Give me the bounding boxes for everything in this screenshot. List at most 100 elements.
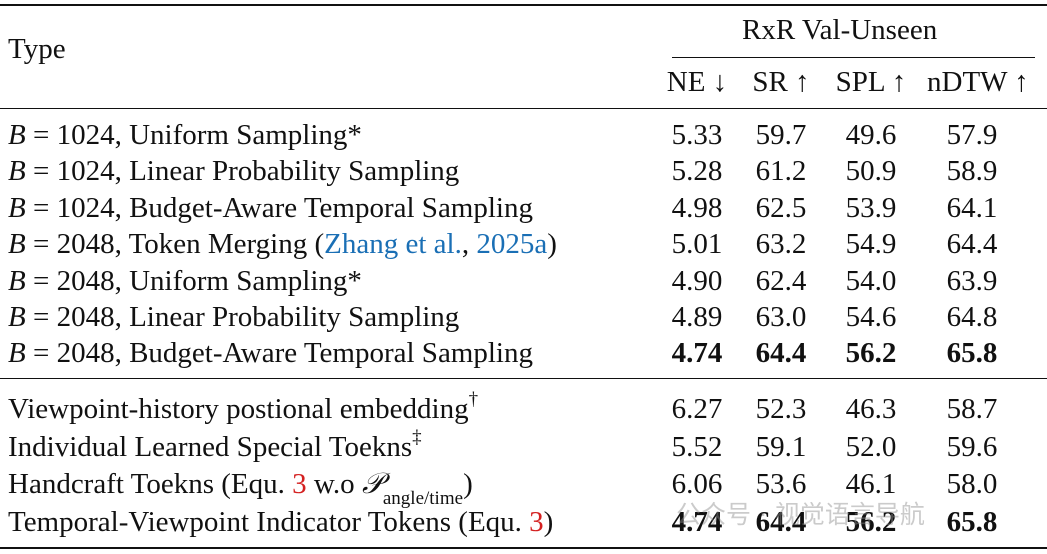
citation-year: 2025a	[476, 228, 548, 261]
footnote-mark: †	[468, 389, 479, 411]
budget-symbol: B	[8, 337, 26, 370]
budget-value: = 2048,	[25, 337, 130, 370]
cell-ndtw: 59.6	[946, 430, 998, 463]
budget-value: = 2048,	[25, 264, 130, 297]
citation-separator: ,	[461, 228, 477, 261]
cell-ndtw: 63.9	[946, 264, 998, 297]
cell-ne: 6.27	[671, 393, 723, 425]
cell-ndtw: 64.1	[946, 191, 998, 224]
method-name: Uniform Sampling*	[129, 264, 362, 297]
cell-sr: 59.1	[755, 430, 807, 463]
cell-ne: 6.06	[671, 468, 723, 500]
ablation-label: Viewpoint-history postional embedding†	[8, 389, 479, 427]
cell-ne: 4.98	[671, 191, 723, 224]
cell-spl: 49.6	[845, 119, 897, 151]
ablation-name: Viewpoint-history postional embedding	[8, 393, 469, 425]
cell-sr: 62.4	[755, 264, 807, 297]
ablation-label: Handcraft Toekns (Equ. 3 w.o 𝒫angle/time…	[8, 466, 473, 508]
cell-spl: 52.0	[845, 430, 897, 463]
cell-spl: 50.9	[845, 155, 897, 188]
cell-ndtw: 58.7	[946, 393, 998, 425]
cell-ne: 5.52	[671, 430, 723, 463]
cell-ne: 5.33	[671, 119, 723, 151]
method-name: Budget-Aware Temporal Sampling	[129, 191, 533, 224]
cell-ne: 5.01	[671, 228, 723, 261]
method-label: B = 2048, Token Merging (Zhang et al., 2…	[8, 226, 557, 262]
cell-ndtw: 57.9	[946, 119, 998, 151]
budget-value: = 1024,	[25, 119, 130, 151]
method-label: B = 1024, Linear Probability Sampling	[8, 153, 459, 189]
budget-value: = 2048,	[25, 301, 130, 333]
method-label: B = 2048, Linear Probability Sampling	[8, 299, 459, 335]
cell-sr: 59.7	[755, 119, 807, 151]
method-label: B = 2048, Uniform Sampling*	[8, 263, 362, 299]
budget-value: = 2048,	[25, 228, 129, 261]
method-name: Linear Probability Sampling	[129, 301, 460, 333]
cell-sr: 64.4	[755, 337, 807, 370]
cell-sr: 62.5	[755, 191, 807, 224]
cell-ne: 4.74	[671, 505, 723, 538]
cell-spl: 46.3	[845, 393, 897, 425]
watermark-text: 公众号 · 视觉语言导航	[676, 500, 925, 529]
budget-symbol: B	[8, 155, 26, 188]
cell-spl: 56.2	[845, 337, 897, 370]
close-paren: )	[463, 468, 473, 500]
cell-sr: 64.4	[755, 505, 807, 538]
cell-spl: 56.2	[845, 505, 897, 538]
footnote-mark: ‡	[412, 426, 422, 448]
ablation-name: Individual Learned Special Toekns	[8, 430, 413, 463]
method-label: B = 1024, Uniform Sampling*	[8, 117, 362, 153]
cell-ndtw: 65.8	[946, 505, 998, 538]
method-name: Uniform Sampling*	[129, 119, 362, 151]
budget-symbol: B	[8, 119, 26, 151]
cell-ndtw: 58.0	[946, 468, 998, 500]
col-header-ndtw: nDTW ↑	[927, 66, 1029, 98]
cell-ndtw: 64.4	[946, 228, 998, 261]
budget-symbol: B	[8, 191, 26, 224]
budget-value: = 1024,	[25, 155, 130, 188]
budget-symbol: B	[8, 264, 26, 297]
cell-spl: 53.9	[845, 191, 897, 224]
close-paren: )	[543, 505, 554, 538]
group-header: RxR Val-Unseen	[742, 14, 938, 46]
method-label: B = 2048, Budget-Aware Temporal Sampling	[8, 335, 533, 371]
cell-sr: 63.2	[755, 228, 807, 261]
header-rule	[0, 108, 1047, 109]
cell-spl: 54.9	[845, 228, 897, 261]
col-header-sr: SR ↑	[752, 66, 810, 98]
budget-symbol: B	[8, 301, 26, 333]
col-header-ne: NE ↓	[666, 66, 728, 98]
cell-sr: 63.0	[755, 301, 807, 333]
ablation-name: Handcraft Toekns (Equ.	[8, 468, 293, 500]
cell-ne: 4.90	[671, 264, 723, 297]
cell-sr: 61.2	[755, 155, 807, 188]
method-name: Linear Probability Sampling	[129, 155, 460, 188]
method-name: Token Merging (	[128, 228, 325, 261]
ablation-label: Temporal-Viewpoint Indicator Tokens (Equ…	[8, 504, 553, 540]
group-rule	[672, 57, 1035, 58]
top-rule	[0, 4, 1047, 6]
budget-value: = 1024,	[25, 191, 130, 224]
section-rule	[0, 378, 1047, 379]
col-header-spl: SPL ↑	[835, 66, 907, 98]
citation-close: )	[547, 228, 557, 261]
equation-ref: 3	[292, 468, 307, 500]
method-label: B = 1024, Budget-Aware Temporal Sampling	[8, 190, 533, 226]
cell-sr: 53.6	[755, 468, 807, 500]
p-symbol: 𝒫	[361, 468, 383, 500]
equation-ref: 3	[529, 505, 544, 538]
cell-ne: 4.89	[671, 301, 723, 333]
cell-ndtw: 58.9	[946, 155, 998, 188]
cell-spl: 54.0	[845, 264, 897, 297]
cell-spl: 46.1	[845, 468, 897, 500]
method-name: Budget-Aware Temporal Sampling	[129, 337, 533, 370]
ablation-label: Individual Learned Special Toekns‡	[8, 426, 422, 465]
ablation-name: Temporal-Viewpoint Indicator Tokens (Equ…	[8, 505, 530, 538]
cell-ndtw: 64.8	[946, 301, 998, 333]
bottom-rule	[0, 547, 1047, 549]
type-header: Type	[8, 33, 66, 65]
cell-sr: 52.3	[755, 393, 807, 425]
cell-ne: 4.74	[671, 337, 723, 370]
cell-ne: 5.28	[671, 155, 723, 188]
citation-authors: Zhang et al.	[324, 228, 462, 261]
